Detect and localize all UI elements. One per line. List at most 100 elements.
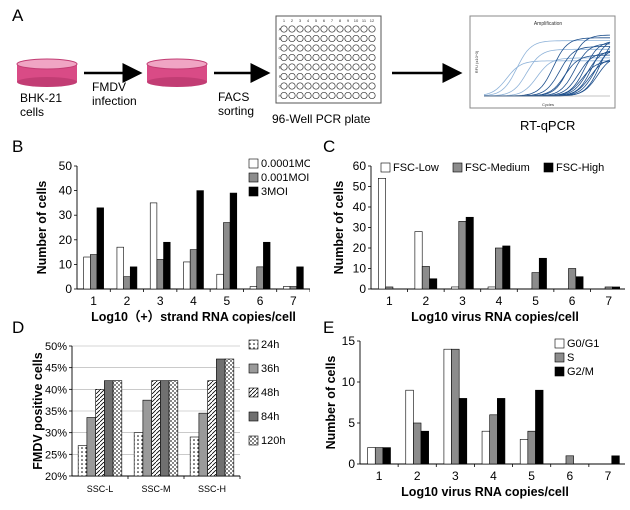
legend-swatch [380,162,391,173]
plate-well [280,25,288,33]
plate-well [352,82,360,90]
legend-swatch [452,162,463,173]
plate-well [336,53,344,62]
x-tick-label: 5 [223,294,230,308]
bar-0.0001MOI [83,256,91,290]
bar-G0/G1 [443,348,452,465]
x-tick-label: 3 [459,294,466,308]
bar-0.0001MOI [183,261,191,290]
bar-FSC-Medium [604,286,613,290]
x-tick-label: 6 [566,469,573,483]
bar-FSC-Low [487,286,496,290]
plate-well [280,34,288,43]
plate-well [280,72,288,81]
x-tick-label: 5 [528,469,535,483]
plate-well [304,82,312,90]
plate-col-label: 6 [323,18,326,23]
bar-0.001MOI [289,286,297,290]
legend-label: 84h [261,411,279,423]
plate-well [368,63,376,71]
bar-S [451,348,460,465]
bar-S [527,430,536,465]
legend-swatch [248,339,259,350]
plate-col-label: 12 [370,18,375,23]
plate-col-label: 11 [362,18,367,23]
bar-84h [216,358,226,477]
plate-well [312,91,320,100]
plate-well [288,25,296,33]
x-tick-label: 1 [90,294,97,308]
bar-48h [95,389,105,477]
plate-well [304,44,312,52]
legend-swatch [248,363,259,374]
qpcr-title: Amplification [534,21,563,27]
x-tick-label: SSC-H [198,484,226,494]
plate-col-label: 4 [307,18,310,23]
bar-3MOI [163,241,171,290]
legend-swatch [554,338,565,349]
plate-row-label: B [279,36,282,41]
bar-0.001MOI [123,276,131,290]
y-tick-label: 25% [45,449,67,461]
bar-36h [142,399,152,477]
plate-well [320,44,328,52]
bar-FSC-High [612,286,620,290]
plate-well [328,72,336,81]
plate-well [280,53,288,62]
bar-G2/M [535,389,544,465]
bar-3MOI [96,207,104,290]
x-tick-label: 6 [569,294,576,308]
x-tick-label: 3 [452,469,459,483]
bar-G0/G1 [405,389,414,465]
plate-well [360,82,368,90]
legend-label: 120h [261,435,285,447]
plate-well [352,53,360,62]
y-tick-label: 40% [45,384,67,396]
plate-well [288,91,296,100]
plate-well [304,91,312,100]
plate-well [352,34,360,43]
legend-swatch [248,158,259,169]
plate-well [368,25,376,33]
plate-well [288,82,296,90]
y-tick-label: 30 [59,208,73,222]
bar-FSC-High [465,216,474,290]
plate-well [368,34,376,43]
x-tick-label: 7 [290,294,297,308]
legend-label: 48h [261,387,279,399]
legend-swatch [248,172,259,183]
plate-well [288,53,296,62]
plate-row-label: C [279,46,282,51]
bar-FSC-Medium [458,221,467,290]
qpcr-amplification-plot: Amplification Cycles RFU (x10^3) [469,15,616,109]
plate-well [320,91,328,100]
x-tick-label: SSC-L [87,484,114,494]
y-tick-label: 0 [348,457,355,471]
qpcr-curve [483,40,610,96]
bar-84h [104,380,114,477]
plate-well [312,82,320,90]
y-tick-label: 15 [342,334,356,348]
plate-well [312,72,320,81]
bar-48h [207,380,217,477]
plate-well [320,25,328,33]
y-tick-label: 0 [359,282,366,296]
cell-dish-2 [146,58,208,87]
plate-well [312,34,320,43]
panel-label-d: D [12,318,25,337]
panel-label-b: B [12,137,24,156]
plate-col-label: 1 [283,18,286,23]
plate-well [312,44,320,52]
plate-well [360,53,368,62]
plate-well [360,91,368,100]
x-tick-label: 1 [386,294,393,308]
bar-S [565,455,574,465]
y-axis-label: Number of cells [324,356,338,450]
y-tick-label: 20% [45,471,67,483]
y-tick-label: 20 [59,233,73,247]
plate-well [312,63,320,71]
bar-G2/M [458,398,468,465]
plate-well [352,63,360,71]
y-tick-label: 10 [59,257,73,271]
